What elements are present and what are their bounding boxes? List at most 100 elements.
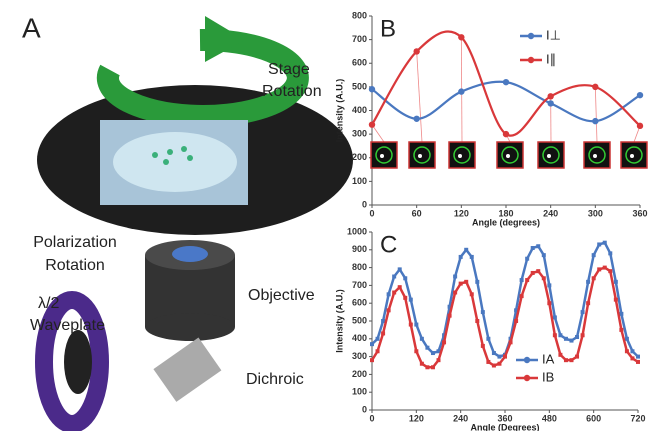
marker: [558, 333, 562, 337]
y-tick-label: 600: [352, 58, 367, 68]
marker: [637, 123, 643, 129]
marker: [581, 310, 585, 314]
cell-image: [497, 142, 523, 168]
label: Stage: [268, 61, 310, 78]
marker: [625, 337, 629, 341]
panel-label: B: [380, 15, 396, 42]
marker: [425, 346, 429, 350]
legend-marker: [524, 375, 530, 381]
legend-label: I∥: [546, 51, 556, 66]
marker: [575, 355, 579, 359]
marker: [619, 328, 623, 332]
x-tick-label: 120: [409, 413, 424, 423]
marker: [636, 355, 640, 359]
marker: [586, 301, 590, 305]
marker: [481, 344, 485, 348]
x-axis-label: Angle (Degrees): [470, 422, 539, 431]
cell-image: [621, 142, 647, 168]
marker: [413, 48, 419, 54]
marker: [492, 364, 496, 368]
marker: [531, 246, 535, 250]
y-tick-label: 400: [352, 333, 367, 343]
marker: [619, 312, 623, 316]
y-tick-label: 800: [352, 10, 367, 20]
marker: [597, 267, 601, 271]
marker: [520, 278, 524, 282]
marker: [497, 355, 501, 359]
marker: [486, 360, 490, 364]
y-tick-label: 100: [352, 387, 367, 397]
marker: [398, 267, 402, 271]
marker: [614, 298, 618, 302]
marker: [497, 362, 501, 366]
lens: [172, 246, 208, 262]
marker: [525, 257, 529, 261]
y-tick-label: 200: [352, 369, 367, 379]
marker: [459, 255, 463, 259]
label: Waveplate: [30, 317, 105, 334]
marker: [592, 118, 598, 124]
marker: [431, 351, 435, 355]
marker: [387, 308, 391, 312]
marker: [376, 337, 380, 341]
cell-dot: [418, 154, 422, 158]
y-tick-label: 0: [362, 404, 367, 414]
marker: [553, 315, 557, 319]
marker: [464, 248, 468, 252]
marker: [547, 93, 553, 99]
marker: [458, 88, 464, 94]
x-axis-label: Angle (degrees): [472, 217, 540, 227]
y-tick-label: 100: [352, 176, 367, 186]
marker: [370, 358, 374, 362]
marker: [420, 337, 424, 341]
cell-dot: [593, 154, 597, 158]
marker: [403, 296, 407, 300]
marker: [414, 323, 418, 327]
marker: [608, 269, 612, 273]
legend-label: IA: [542, 351, 555, 366]
arrow-head: [205, 16, 245, 62]
marker: [414, 349, 418, 353]
y-tick-label: 800: [352, 262, 367, 272]
x-tick-label: 240: [453, 413, 468, 423]
marker: [586, 280, 590, 284]
cell-dot: [458, 154, 462, 158]
marker: [547, 283, 551, 287]
marker: [592, 276, 596, 280]
marker: [542, 276, 546, 280]
y-axis-label: Intensity (A.U.): [334, 289, 344, 353]
marker: [470, 292, 474, 296]
marker: [514, 319, 518, 323]
marker: [592, 253, 596, 257]
marker: [581, 333, 585, 337]
y-tick-label: 900: [352, 244, 367, 254]
x-tick-label: 480: [542, 413, 557, 423]
label: Dichroic: [246, 371, 304, 388]
marker: [420, 362, 424, 366]
y-tick-label: 500: [352, 81, 367, 91]
marker: [409, 298, 413, 302]
marker: [492, 351, 496, 355]
marker: [392, 275, 396, 279]
marker: [503, 131, 509, 137]
x-tick-label: 600: [586, 413, 601, 423]
cell-dot: [506, 154, 510, 158]
cell-dot: [547, 154, 551, 158]
marker: [603, 241, 607, 245]
marker: [464, 280, 468, 284]
x-tick-label: 0: [369, 208, 374, 218]
marker: [437, 358, 441, 362]
panel-label: A: [22, 12, 41, 43]
marker: [459, 282, 463, 286]
y-tick-label: 600: [352, 298, 367, 308]
cell-image: [371, 142, 397, 168]
marker: [425, 365, 429, 369]
marker: [637, 92, 643, 98]
marker: [381, 331, 385, 335]
cell-dot: [630, 154, 634, 158]
cell-image: [409, 142, 435, 168]
marker: [536, 269, 540, 273]
y-tick-label: 0: [362, 199, 367, 209]
marker: [630, 356, 634, 360]
